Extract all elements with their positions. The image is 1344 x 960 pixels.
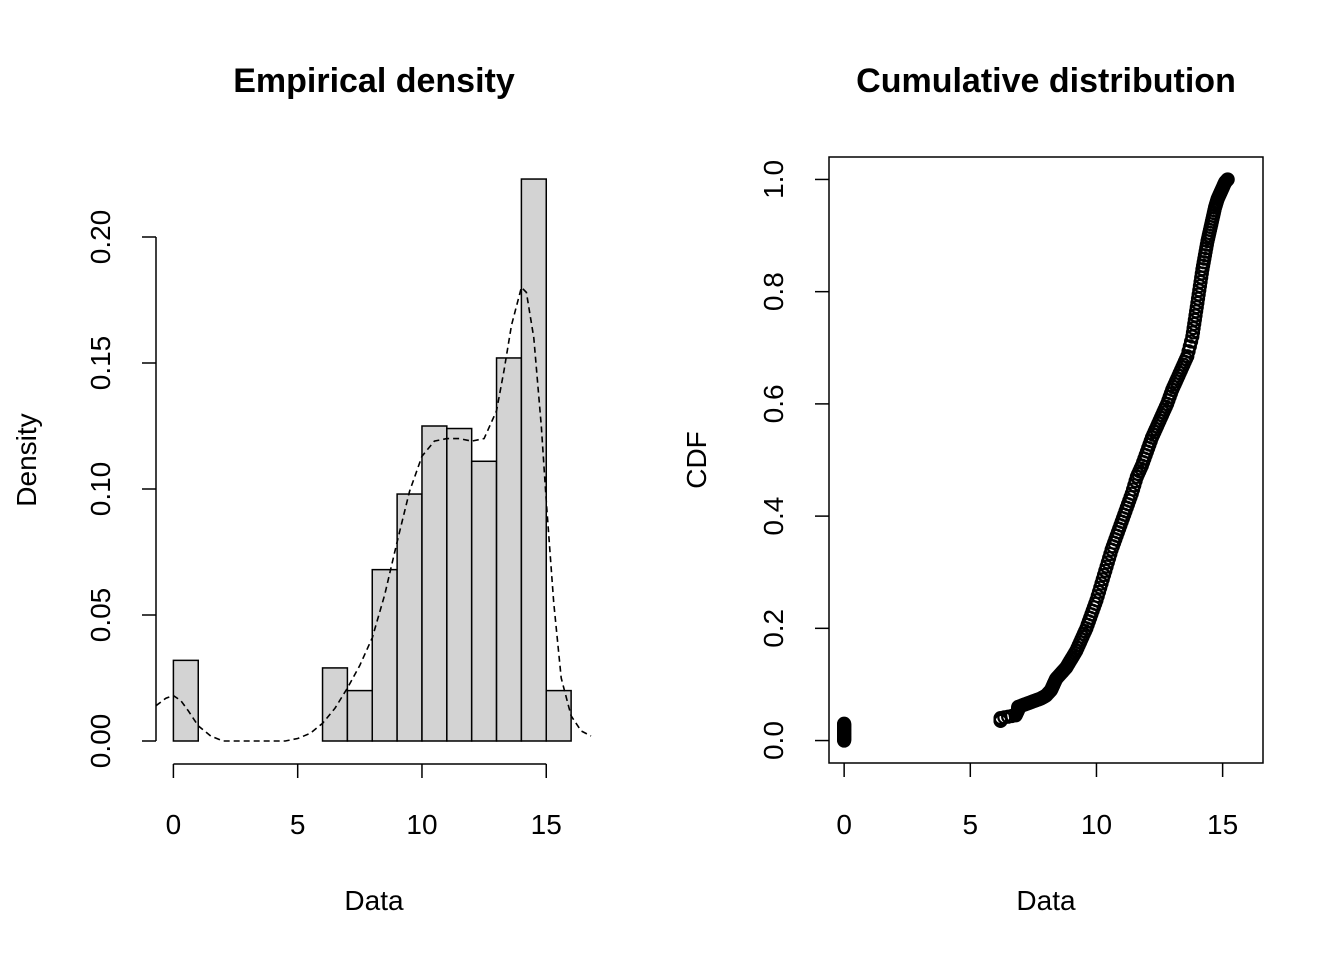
x-tick-label: 10 <box>406 809 437 840</box>
histogram-bar <box>421 425 448 742</box>
histogram-bar <box>470 460 498 742</box>
cdf-x-axis-label: Data <box>1016 885 1076 916</box>
histogram-bar <box>446 427 473 742</box>
histogram-bar <box>371 568 398 742</box>
y-tick-label: 0.6 <box>758 384 789 423</box>
density-x-axis-label: Data <box>344 885 404 916</box>
cdf-point <box>837 716 852 731</box>
cdf-x-axis: 0 5 10 15 <box>836 763 1238 840</box>
density-curve <box>155 285 592 742</box>
density-y-axis: 0.00 0.05 0.10 0.15 0.20 <box>85 210 157 769</box>
histogram-bar <box>321 667 349 742</box>
cdf-y-axis: 0.0 0.2 0.4 0.6 0.8 1.0 <box>758 160 829 760</box>
y-tick-label: 0.0 <box>758 721 789 760</box>
y-tick-label: 0.2 <box>758 609 789 648</box>
y-tick-label: 0.00 <box>85 714 116 769</box>
cdf-points <box>837 172 1235 748</box>
x-tick-label: 5 <box>963 809 979 840</box>
y-tick-label: 0.10 <box>85 462 116 517</box>
y-tick-label: 0.8 <box>758 272 789 311</box>
cdf-panel: Cumulative distribution 0 5 10 15 0.0 0.2 0.4… <box>681 62 1264 916</box>
histogram-bar <box>172 659 200 742</box>
x-tick-label: 15 <box>531 809 562 840</box>
density-panel: Empirical density 0 5 10 15 0.00 0.05 0.10 0.1… <box>11 62 592 916</box>
histogram-bar <box>520 178 548 742</box>
y-tick-label: 0.20 <box>85 210 116 265</box>
x-tick-label: 0 <box>836 809 852 840</box>
y-tick-label: 1.0 <box>758 160 789 199</box>
x-tick-label: 5 <box>290 809 306 840</box>
cdf-point <box>1220 172 1235 187</box>
histogram-bar <box>396 493 423 742</box>
cdf-chart-title: Cumulative distribution <box>856 62 1236 100</box>
density-x-axis: 0 5 10 15 <box>166 763 562 840</box>
y-tick-label: 0.05 <box>85 588 116 643</box>
x-tick-label: 0 <box>166 809 182 840</box>
histogram-bars <box>172 178 572 742</box>
density-chart-title: Empirical density <box>233 62 515 100</box>
histogram-bar <box>545 689 572 742</box>
y-tick-label: 0.15 <box>85 336 116 391</box>
histogram-bar <box>346 689 374 742</box>
density-y-axis-label: Density <box>11 413 42 506</box>
x-tick-label: 10 <box>1081 809 1112 840</box>
cdf-plot-frame <box>828 156 1264 764</box>
cdf-y-axis-label: CDF <box>681 431 712 489</box>
x-tick-label: 15 <box>1207 809 1238 840</box>
histogram-bar <box>495 357 523 742</box>
y-tick-label: 0.4 <box>758 497 789 536</box>
